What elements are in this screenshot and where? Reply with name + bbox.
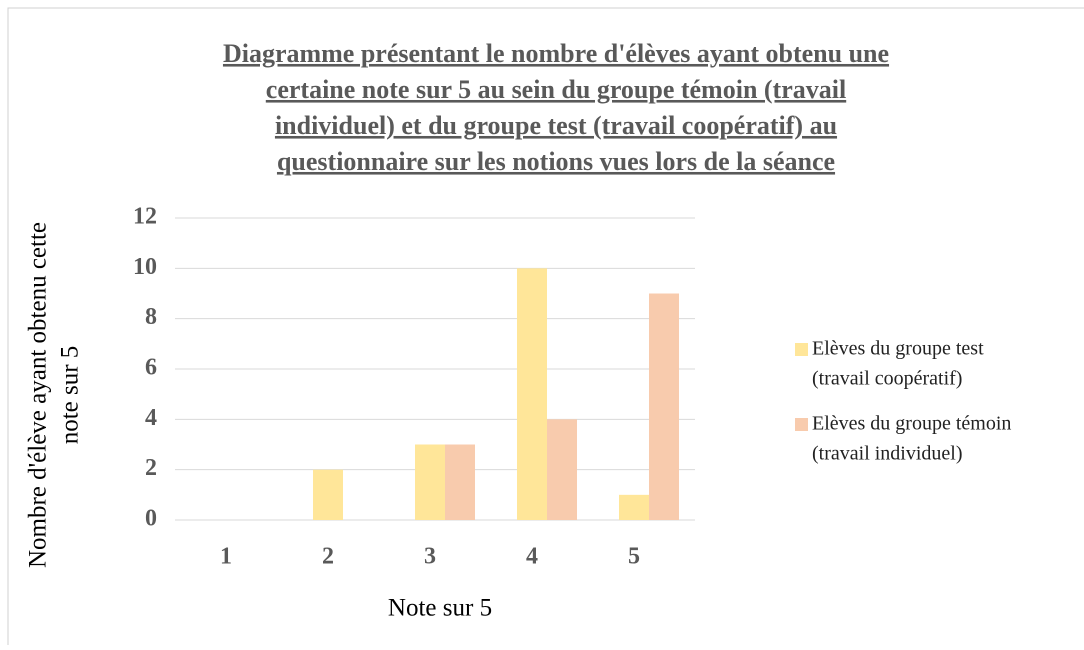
chart-border xyxy=(7,7,1084,650)
chart-title: individuel) et du groupe test (travail c… xyxy=(275,111,837,140)
bar xyxy=(517,268,547,520)
x-tick-label: 3 xyxy=(424,544,436,570)
y-axis-label: note sur 5 xyxy=(57,346,84,445)
legend-swatch xyxy=(795,343,808,356)
chart-title: questionnaire sur les notions vues lors … xyxy=(277,147,835,176)
y-axis-label: Nombre d'élève ayant obtenu cette xyxy=(25,222,52,568)
x-tick-label: 1 xyxy=(220,544,232,570)
x-tick-label: 4 xyxy=(526,544,538,570)
y-tick-label: 4 xyxy=(145,405,157,431)
y-tick-label: 12 xyxy=(133,204,157,230)
bar xyxy=(445,444,475,520)
bar xyxy=(547,419,577,520)
x-tick-label: 2 xyxy=(322,544,334,570)
y-tick-label: 6 xyxy=(145,355,157,381)
chart-title: certaine note sur 5 au sein du groupe té… xyxy=(266,75,846,104)
y-tick-label: 2 xyxy=(145,455,157,481)
legend-label: Elèves du groupe témoin xyxy=(812,413,1011,435)
legend-swatch xyxy=(795,418,808,431)
y-tick-label: 8 xyxy=(145,304,157,330)
chart-title: Diagramme présentant le nombre d'élèves … xyxy=(223,39,889,68)
bar xyxy=(649,293,679,520)
bar xyxy=(313,469,343,520)
y-tick-label: 0 xyxy=(145,506,157,532)
x-tick-label: 5 xyxy=(628,544,640,570)
bar xyxy=(619,494,649,520)
legend-label: (travail individuel) xyxy=(812,443,963,465)
legend-label: Elèves du groupe test xyxy=(812,338,984,360)
x-axis-label: Note sur 5 xyxy=(388,595,492,622)
bar xyxy=(415,444,445,520)
y-tick-label: 10 xyxy=(133,254,157,280)
legend-label: (travail coopératif) xyxy=(812,368,962,390)
